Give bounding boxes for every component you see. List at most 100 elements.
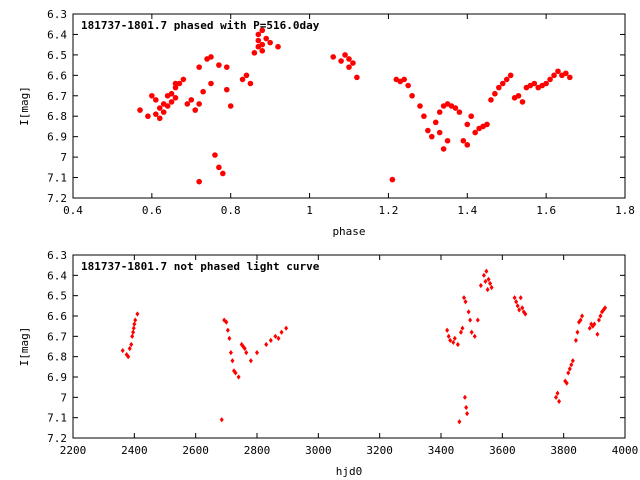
data-point <box>149 92 155 99</box>
data-point <box>486 276 491 282</box>
y-tick-label: 6.9 <box>47 131 67 144</box>
data-point <box>564 380 569 386</box>
x-tick-label: 1 <box>306 204 313 217</box>
plot-frame <box>72 254 626 439</box>
x-tick-label: 3600 <box>489 444 516 457</box>
x-tick-label: 1.8 <box>615 204 635 217</box>
data-point <box>464 121 471 128</box>
data-point <box>172 84 179 91</box>
data-point <box>127 345 132 352</box>
data-point <box>456 109 463 115</box>
data-point <box>551 72 557 79</box>
data-point <box>573 337 578 343</box>
data-point <box>577 319 581 325</box>
data-point <box>145 113 151 120</box>
y-tick-label: 6.5 <box>47 290 67 303</box>
data-point <box>259 27 266 34</box>
data-point <box>259 41 266 48</box>
data-point <box>458 329 463 335</box>
data-point <box>216 164 222 171</box>
data-point <box>484 268 489 274</box>
y-tick-label: 6.5 <box>47 49 67 62</box>
chart-title: 181737-1801.7 phased with P=516.0day <box>81 19 320 32</box>
data-point <box>133 317 138 323</box>
data-point <box>481 272 486 278</box>
data-point <box>168 99 175 105</box>
data-point <box>338 58 344 64</box>
data-point <box>192 107 199 113</box>
data-point <box>224 319 229 325</box>
data-point <box>603 305 608 311</box>
x-tick-label: 1.2 <box>378 204 398 217</box>
data-point <box>521 309 526 315</box>
x-tick-label: 1.6 <box>536 204 556 217</box>
x-tick-label: 4000 <box>612 444 639 457</box>
data-point <box>223 86 230 93</box>
data-point <box>232 368 236 374</box>
data-point <box>468 317 473 323</box>
data-point <box>126 354 131 360</box>
data-point <box>251 50 258 56</box>
x-tick-label: 3000 <box>305 444 332 457</box>
data-point <box>466 309 471 315</box>
y-tick-label: 6.9 <box>47 371 67 384</box>
data-point <box>489 284 494 291</box>
data-point <box>478 282 483 289</box>
x-tick-label: 3200 <box>366 444 393 457</box>
data-point <box>350 60 356 66</box>
data-point <box>592 321 597 327</box>
data-point <box>236 374 241 380</box>
data-point <box>131 325 136 331</box>
data-point <box>463 299 468 305</box>
y-tick-label: 6.8 <box>47 110 67 123</box>
data-point <box>483 278 488 285</box>
data-point <box>172 95 179 101</box>
x-tick-label: 2200 <box>60 444 87 457</box>
data-point <box>440 146 447 152</box>
data-point <box>445 327 450 333</box>
data-point <box>496 84 502 91</box>
data-point <box>468 113 475 120</box>
y-tick-label: 6.6 <box>47 69 67 82</box>
data-point <box>465 411 470 417</box>
data-point <box>507 72 514 79</box>
data-point <box>137 107 143 113</box>
data-point <box>244 350 249 356</box>
data-point <box>255 350 259 356</box>
data-point <box>346 64 352 70</box>
x-tick-label: 0.4 <box>63 204 83 217</box>
data-point <box>566 370 571 376</box>
data-point <box>523 311 528 317</box>
data-point <box>452 105 459 111</box>
data-point <box>268 337 273 343</box>
data-point <box>580 313 585 319</box>
data-point <box>444 137 451 144</box>
y-tick-label: 6.3 <box>47 8 67 21</box>
data-point <box>457 419 462 425</box>
data-point <box>557 398 562 404</box>
data-point <box>132 321 137 327</box>
chart-title: 181737-1801.7 not phased light curve <box>81 260 320 273</box>
data-point <box>255 31 262 38</box>
data-point <box>196 64 202 70</box>
data-point <box>342 52 348 58</box>
data-point <box>248 358 253 364</box>
data-point <box>129 341 134 348</box>
y-tick-label: 6.8 <box>47 351 67 364</box>
data-point <box>219 417 224 423</box>
data-point <box>330 54 337 60</box>
x-tick-label: 3800 <box>550 444 577 457</box>
data-point <box>228 350 233 356</box>
data-point <box>595 331 600 337</box>
data-point <box>130 333 135 339</box>
data-point <box>569 362 574 368</box>
data-point <box>267 39 273 46</box>
data-point <box>531 80 538 87</box>
data-point <box>601 307 606 313</box>
y-tick-label: 6.7 <box>47 330 67 343</box>
x-tick-label: 3400 <box>428 444 455 457</box>
y-tick-label: 6.6 <box>47 310 67 323</box>
data-point <box>464 142 471 148</box>
data-point <box>503 76 510 83</box>
data-point <box>176 80 183 87</box>
